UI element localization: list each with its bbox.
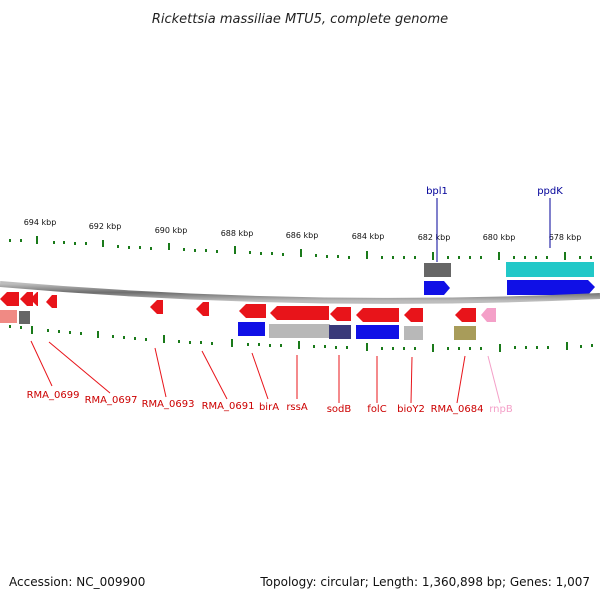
gene-label-bpl1[interactable]: bpl1 xyxy=(426,186,448,197)
cog-box-ppdk[interactable] xyxy=(506,262,594,277)
cog-box-rssa[interactable] xyxy=(269,324,330,338)
cog-box[interactable] xyxy=(0,310,17,323)
tick-label: 686 kbp xyxy=(286,231,319,240)
gene-arrow-rma0693[interactable] xyxy=(150,300,163,314)
tick-label: 680 kbp xyxy=(483,233,516,242)
tick-label: 682 kbp xyxy=(418,233,451,242)
bottom-gene-labels: RMA_0699 RMA_0697 RMA_0693 RMA_0691 birA… xyxy=(27,390,484,415)
tick-label: 690 kbp xyxy=(155,226,188,235)
gene-arrow-rma0691[interactable] xyxy=(196,302,209,316)
top-label-lines xyxy=(436,198,551,262)
gene-arrow-bioy2[interactable] xyxy=(404,308,423,322)
gene-arrow-rma0699[interactable] xyxy=(0,292,19,306)
tick-label: 694 kbp xyxy=(24,218,57,227)
label-line-rnpb xyxy=(487,355,501,404)
lower-tick-ruler xyxy=(9,325,593,352)
cog-box[interactable] xyxy=(19,311,30,324)
gene-arrow-ppdk[interactable] xyxy=(507,280,595,295)
map-title: Rickettsia massiliae MTU5, complete geno… xyxy=(152,12,448,27)
cog-box-bpl1[interactable] xyxy=(424,263,451,277)
tick-label: 688 kbp xyxy=(221,229,254,238)
cog-box-bioy2[interactable] xyxy=(404,326,423,340)
bottom-label-lines xyxy=(30,340,466,404)
gene-label-rma0693[interactable]: RMA_0693 xyxy=(142,399,195,410)
gene-label-ppdk[interactable]: ppdK xyxy=(537,186,563,197)
cog-box-sodb[interactable] xyxy=(329,325,351,339)
gene-arrow-bira[interactable] xyxy=(239,304,266,318)
gene-arrow[interactable] xyxy=(20,292,33,306)
gene-arrow-bpl1[interactable] xyxy=(424,281,450,295)
rna-arrow-rnpb[interactable] xyxy=(481,308,496,322)
footer-accession: Accession: NC_009900 xyxy=(9,575,145,589)
forward-strand-features xyxy=(424,262,595,295)
gene-arrow-rssa[interactable] xyxy=(270,306,329,320)
cog-box-rma0684[interactable] xyxy=(454,326,476,340)
tick-labels: 694 kbp 692 kbp 690 kbp 688 kbp 686 kbp … xyxy=(24,218,582,242)
footer-summary: Topology: circular; Length: 1,360,898 bp… xyxy=(259,575,590,589)
gene-label-rma0684[interactable]: RMA_0684 xyxy=(431,404,484,415)
tick-label: 684 kbp xyxy=(352,232,385,241)
cog-box-folc[interactable] xyxy=(356,325,399,339)
tick-label: 692 kbp xyxy=(89,222,122,231)
tick-label: 678 kbp xyxy=(549,233,582,242)
genome-backbone xyxy=(0,281,600,304)
gene-label-rma0691[interactable]: RMA_0691 xyxy=(202,401,255,412)
gene-label-bira[interactable]: birA xyxy=(259,402,279,413)
gene-label-folc[interactable]: folC xyxy=(367,404,386,415)
gene-arrow-rma0684[interactable] xyxy=(455,308,476,322)
upper-tick-ruler xyxy=(9,236,592,260)
gene-arrow-sodb[interactable] xyxy=(330,307,351,321)
gene-label-rnpb[interactable]: rnpB xyxy=(489,404,513,415)
cog-box-bira[interactable] xyxy=(238,322,265,336)
reverse-strand-cog-boxes xyxy=(0,310,476,340)
gene-label-rma0699[interactable]: RMA_0699 xyxy=(27,390,80,401)
gene-arrow[interactable] xyxy=(30,292,38,306)
gene-label-rma0697[interactable]: RMA_0697 xyxy=(85,395,138,406)
gene-label-rssa[interactable]: rssA xyxy=(286,402,308,413)
gene-label-sodb[interactable]: sodB xyxy=(327,404,352,415)
gene-arrow-rma0697[interactable] xyxy=(46,295,57,308)
gene-arrow-folc[interactable] xyxy=(356,308,399,322)
reverse-strand-genes xyxy=(0,292,476,322)
gene-label-bioy2[interactable]: bioY2 xyxy=(397,404,425,415)
